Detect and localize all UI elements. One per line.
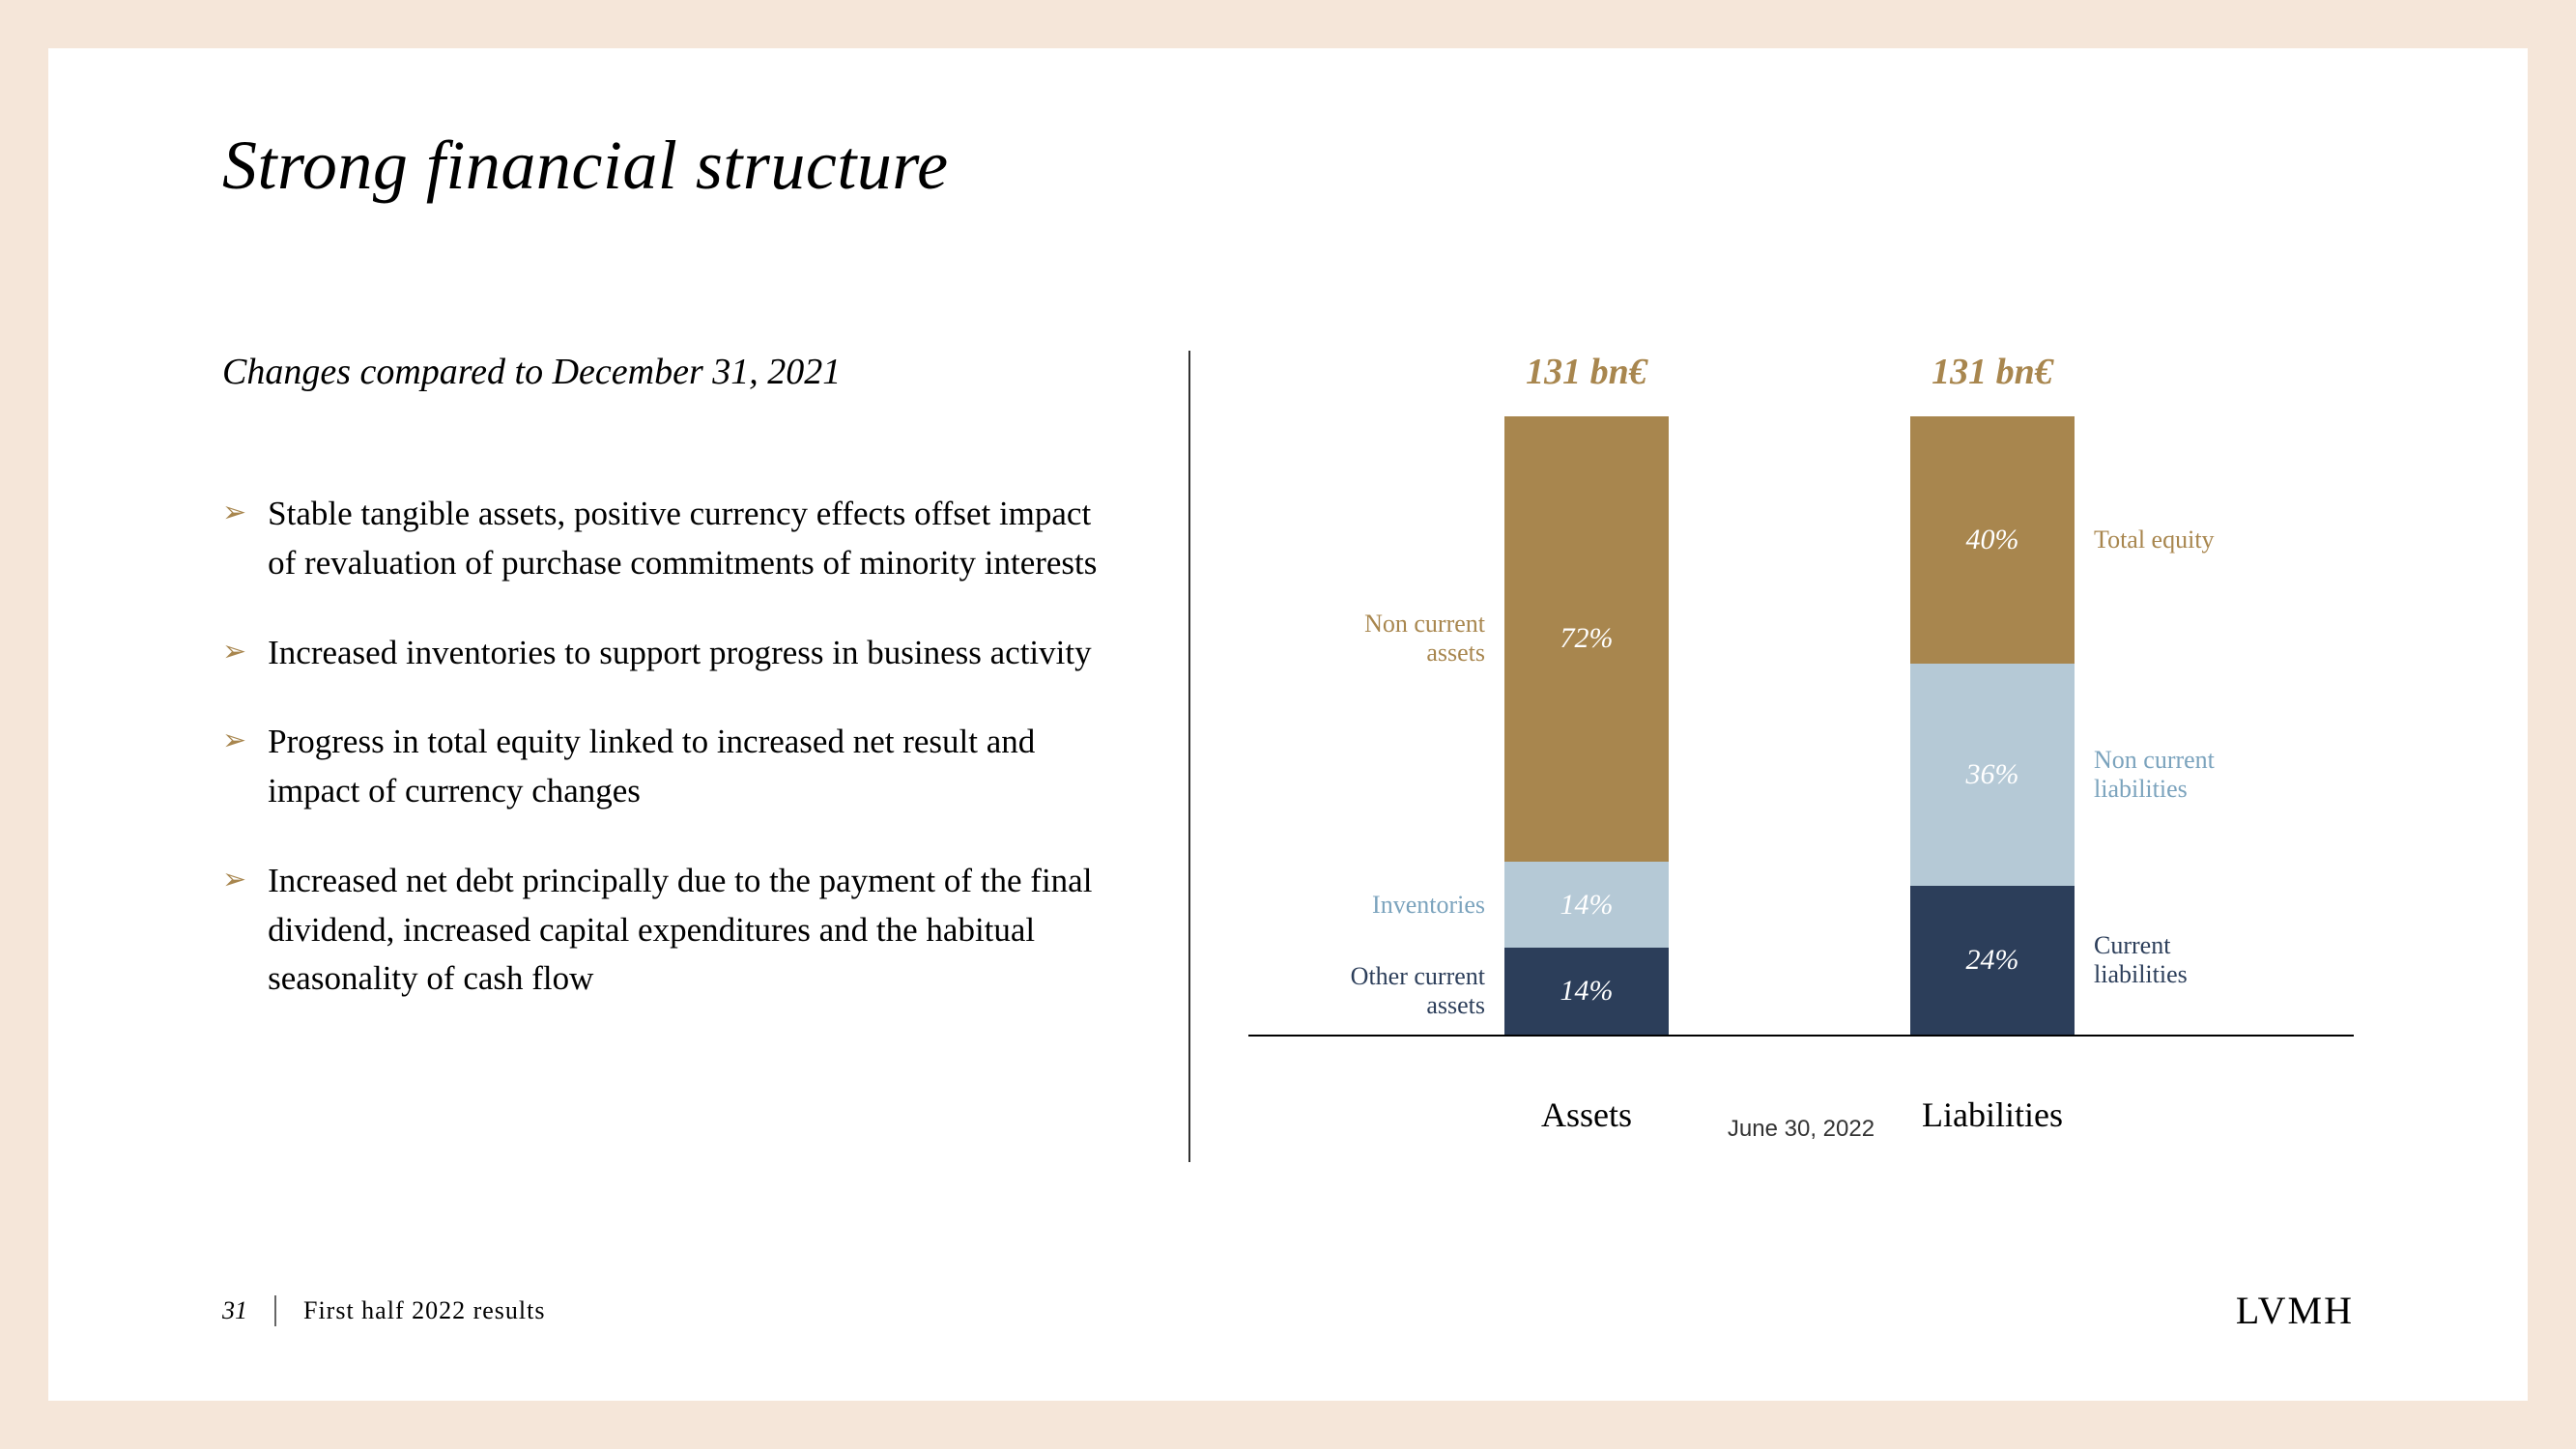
footer-left: 31 First half 2022 results bbox=[222, 1295, 546, 1326]
segment-side-label: Other current assets bbox=[1311, 962, 1485, 1020]
segment-value-label: 24% bbox=[1966, 944, 2019, 977]
segment-side-label: Total equity bbox=[2094, 526, 2215, 554]
bullet-text: Increased inventories to support progres… bbox=[268, 629, 1091, 678]
chart-segment: 72%Non current assets bbox=[1504, 416, 1669, 862]
slide-inner: Strong financial structure Changes compa… bbox=[48, 48, 2528, 1401]
list-item: ➢ Stable tangible assets, positive curre… bbox=[222, 490, 1111, 588]
list-item: ➢ Progress in total equity linked to inc… bbox=[222, 718, 1111, 816]
chart-date: June 30, 2022 bbox=[1248, 1116, 2354, 1143]
page-number: 31 bbox=[222, 1296, 247, 1325]
content-row: Changes compared to December 31, 2021 ➢ … bbox=[222, 351, 2354, 1162]
list-item: ➢ Increased net debt principally due to … bbox=[222, 857, 1111, 1004]
chart-segment: 24%Current liabilities bbox=[1910, 886, 2075, 1035]
balance-chart: 72%Non current assets14%Inventories14%Ot… bbox=[1248, 351, 2354, 1143]
page-title: Strong financial structure bbox=[222, 126, 2354, 206]
segment-value-label: 14% bbox=[1560, 975, 1614, 1008]
chart-total-label: 131 bn€ bbox=[1471, 351, 1703, 393]
chart-plot-area: 72%Non current assets14%Inventories14%Ot… bbox=[1248, 418, 2354, 1037]
bullet-list: ➢ Stable tangible assets, positive curre… bbox=[222, 490, 1111, 1004]
brand-logo: LVMH bbox=[2236, 1288, 2354, 1333]
chart-bar: 72%Non current assets14%Inventories14%Ot… bbox=[1504, 416, 1669, 1035]
chart-segment: 40%Total equity bbox=[1910, 416, 2075, 664]
segment-side-label: Non current liabilities bbox=[2094, 746, 2268, 804]
chevron-icon: ➢ bbox=[222, 857, 246, 903]
segment-value-label: 14% bbox=[1560, 889, 1614, 922]
bullet-text: Progress in total equity linked to incre… bbox=[268, 718, 1111, 816]
chevron-icon: ➢ bbox=[222, 629, 246, 675]
chevron-icon: ➢ bbox=[222, 490, 246, 536]
footer-separator bbox=[274, 1295, 276, 1326]
chart-total-label: 131 bn€ bbox=[1876, 351, 2108, 393]
chart-segment: 14%Other current assets bbox=[1504, 948, 1669, 1035]
left-column: Changes compared to December 31, 2021 ➢ … bbox=[222, 351, 1188, 1162]
segment-value-label: 40% bbox=[1966, 524, 2019, 556]
segment-side-label: Inventories bbox=[1372, 891, 1485, 920]
segment-value-label: 72% bbox=[1560, 622, 1614, 655]
chart-segment: 14%Inventories bbox=[1504, 862, 1669, 949]
segment-value-label: 36% bbox=[1966, 758, 2019, 791]
chevron-icon: ➢ bbox=[222, 718, 246, 764]
bullet-text: Stable tangible assets, positive currenc… bbox=[268, 490, 1111, 588]
chart-bar: 40%Total equity36%Non current liabilitie… bbox=[1910, 416, 2075, 1035]
subtitle: Changes compared to December 31, 2021 bbox=[222, 351, 1111, 393]
segment-side-label: Current liabilities bbox=[2094, 931, 2268, 989]
list-item: ➢ Increased inventories to support progr… bbox=[222, 629, 1111, 678]
segment-side-label: Non current assets bbox=[1311, 611, 1485, 668]
footer-text: First half 2022 results bbox=[303, 1296, 546, 1325]
slide-footer: 31 First half 2022 results LVMH bbox=[222, 1288, 2354, 1333]
chart-segment: 36%Non current liabilities bbox=[1910, 664, 2075, 886]
right-column: 72%Non current assets14%Inventories14%Ot… bbox=[1190, 351, 2354, 1162]
bullet-text: Increased net debt principally due to th… bbox=[268, 857, 1111, 1004]
slide-frame: Strong financial structure Changes compa… bbox=[0, 0, 2576, 1449]
